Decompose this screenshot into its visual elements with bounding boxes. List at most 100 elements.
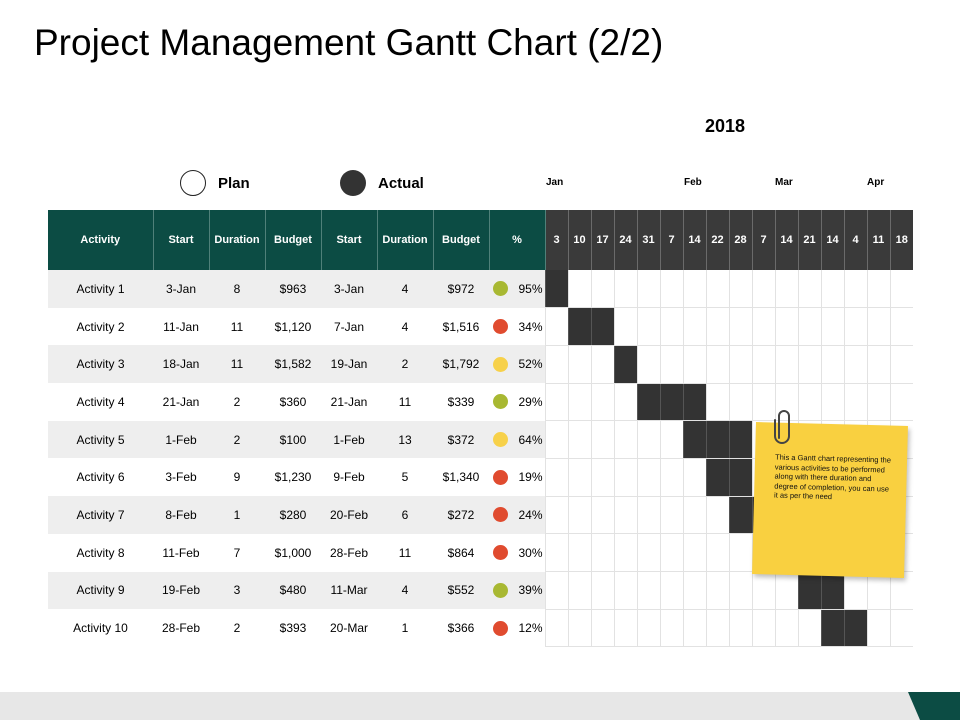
plan-budget-cell: $1,582 — [265, 345, 321, 384]
gantt-cell — [659, 496, 683, 535]
header-actual-start: Start — [321, 210, 378, 270]
actual-duration-cell: 2 — [377, 345, 433, 384]
plan-duration-cell: 1 — [209, 496, 265, 534]
gantt-bar-cell — [820, 609, 844, 648]
gantt-cell — [705, 609, 729, 648]
gantt-cell — [774, 609, 798, 648]
table-row: Activity 10 28-Feb 2 $393 20-Mar 1 $366 12% — [48, 609, 913, 648]
actual-budget-cell: $1,340 — [433, 458, 489, 497]
gantt-cell — [544, 458, 568, 497]
gantt-cell — [590, 533, 614, 572]
gantt-bar-cell — [544, 270, 568, 309]
status-dot-icon — [493, 620, 509, 636]
gantt-cell — [889, 345, 913, 384]
week-header: 3 — [545, 210, 569, 270]
gantt-cell — [567, 383, 591, 422]
plan-start-cell: 11-Jan — [153, 307, 209, 346]
plan-start-cell: 21-Jan — [153, 383, 209, 421]
gantt-cell — [728, 270, 752, 309]
actual-budget-cell: $972 — [433, 270, 489, 308]
legend-plan: Plan — [180, 170, 250, 196]
gantt-cell — [544, 345, 568, 384]
gantt-cell — [705, 496, 729, 535]
plan-start-cell: 3-Feb — [153, 458, 209, 497]
gantt-cell — [728, 307, 752, 346]
gantt-cell — [636, 345, 660, 384]
activity-name-cell: Activity 1 — [48, 270, 153, 308]
gantt-cell — [889, 571, 913, 610]
actual-duration-cell: 5 — [377, 458, 433, 497]
percent-cell: 24% — [489, 496, 545, 534]
plan-start-cell: 1-Feb — [153, 420, 209, 459]
gantt-cell — [567, 458, 591, 497]
circle-outline-icon — [180, 170, 206, 196]
gantt-bar-cell — [659, 383, 683, 422]
activity-name-cell: Activity 6 — [48, 458, 153, 497]
gantt-cell — [728, 533, 752, 572]
gantt-cell — [544, 571, 568, 610]
gantt-cell — [682, 609, 706, 648]
header-activity: Activity — [48, 210, 154, 270]
plan-start-cell: 19-Feb — [153, 571, 209, 610]
plan-budget-cell: $100 — [265, 420, 321, 459]
header-plan-duration: Duration — [209, 210, 266, 270]
table-row: Activity 2 11-Jan 11 $1,120 7-Jan 4 $1,516 34% — [48, 307, 913, 346]
gantt-cell — [636, 571, 660, 610]
actual-duration-cell: 4 — [377, 270, 433, 308]
activity-name-cell: Activity 9 — [48, 571, 153, 610]
actual-start-cell: 19-Jan — [321, 345, 377, 384]
gantt-cell — [866, 307, 890, 346]
gantt-cell — [682, 458, 706, 497]
gantt-body: Activity 1 3-Jan 8 $963 3-Jan 4 $972 95% Activit… — [48, 270, 913, 648]
plan-duration-cell: 9 — [209, 458, 265, 497]
status-dot-icon — [493, 507, 509, 523]
sticky-note-text: This a Gantt chart representing the vari… — [773, 452, 892, 502]
actual-start-cell: 3-Jan — [321, 270, 377, 308]
gantt-cell — [544, 533, 568, 572]
actual-duration-cell: 6 — [377, 496, 433, 534]
gantt-cell — [659, 533, 683, 572]
percent-cell: 52% — [489, 345, 545, 384]
gantt-cell — [590, 458, 614, 497]
plan-duration-cell: 11 — [209, 345, 265, 384]
month-label-feb: Feb — [684, 177, 702, 188]
percent-value: 29% — [518, 394, 543, 409]
activity-name-cell: Activity 7 — [48, 496, 153, 534]
actual-duration-cell: 4 — [377, 571, 433, 610]
percent-value: 34% — [518, 319, 543, 334]
percent-value: 64% — [518, 432, 543, 447]
percent-value: 24% — [518, 507, 543, 522]
gantt-cell — [636, 533, 660, 572]
gantt-bar-cell — [636, 383, 660, 422]
actual-start-cell: 1-Feb — [321, 420, 377, 459]
plan-budget-cell: $360 — [265, 383, 321, 421]
gantt-cell — [567, 496, 591, 535]
actual-budget-cell: $366 — [433, 609, 489, 647]
gantt-cell — [659, 571, 683, 610]
gantt-cell — [705, 307, 729, 346]
gantt-cell — [590, 571, 614, 610]
gantt-cell — [774, 345, 798, 384]
gantt-cell — [613, 458, 637, 497]
actual-duration-cell: 11 — [377, 533, 433, 572]
week-header: 17 — [591, 210, 615, 270]
legend-plan-label: Plan — [218, 174, 250, 192]
gantt-cell — [682, 533, 706, 572]
gantt-cell — [797, 383, 821, 422]
status-dot-icon — [493, 432, 509, 448]
week-header: 14 — [821, 210, 845, 270]
activity-name-cell: Activity 4 — [48, 383, 153, 421]
gantt-cell — [797, 609, 821, 648]
gantt-cell — [705, 345, 729, 384]
gantt-cell — [659, 420, 683, 459]
header-plan-start: Start — [153, 210, 210, 270]
gantt-cell — [774, 571, 798, 610]
plan-start-cell: 3-Jan — [153, 270, 209, 308]
gantt-bar-cell — [682, 420, 706, 459]
month-label-apr: Apr — [867, 177, 885, 188]
gantt-cell — [636, 458, 660, 497]
gantt-cell — [567, 345, 591, 384]
month-label-mar: Mar — [775, 177, 793, 188]
gantt-bar-cell — [567, 307, 591, 346]
actual-duration-cell: 1 — [377, 609, 433, 647]
